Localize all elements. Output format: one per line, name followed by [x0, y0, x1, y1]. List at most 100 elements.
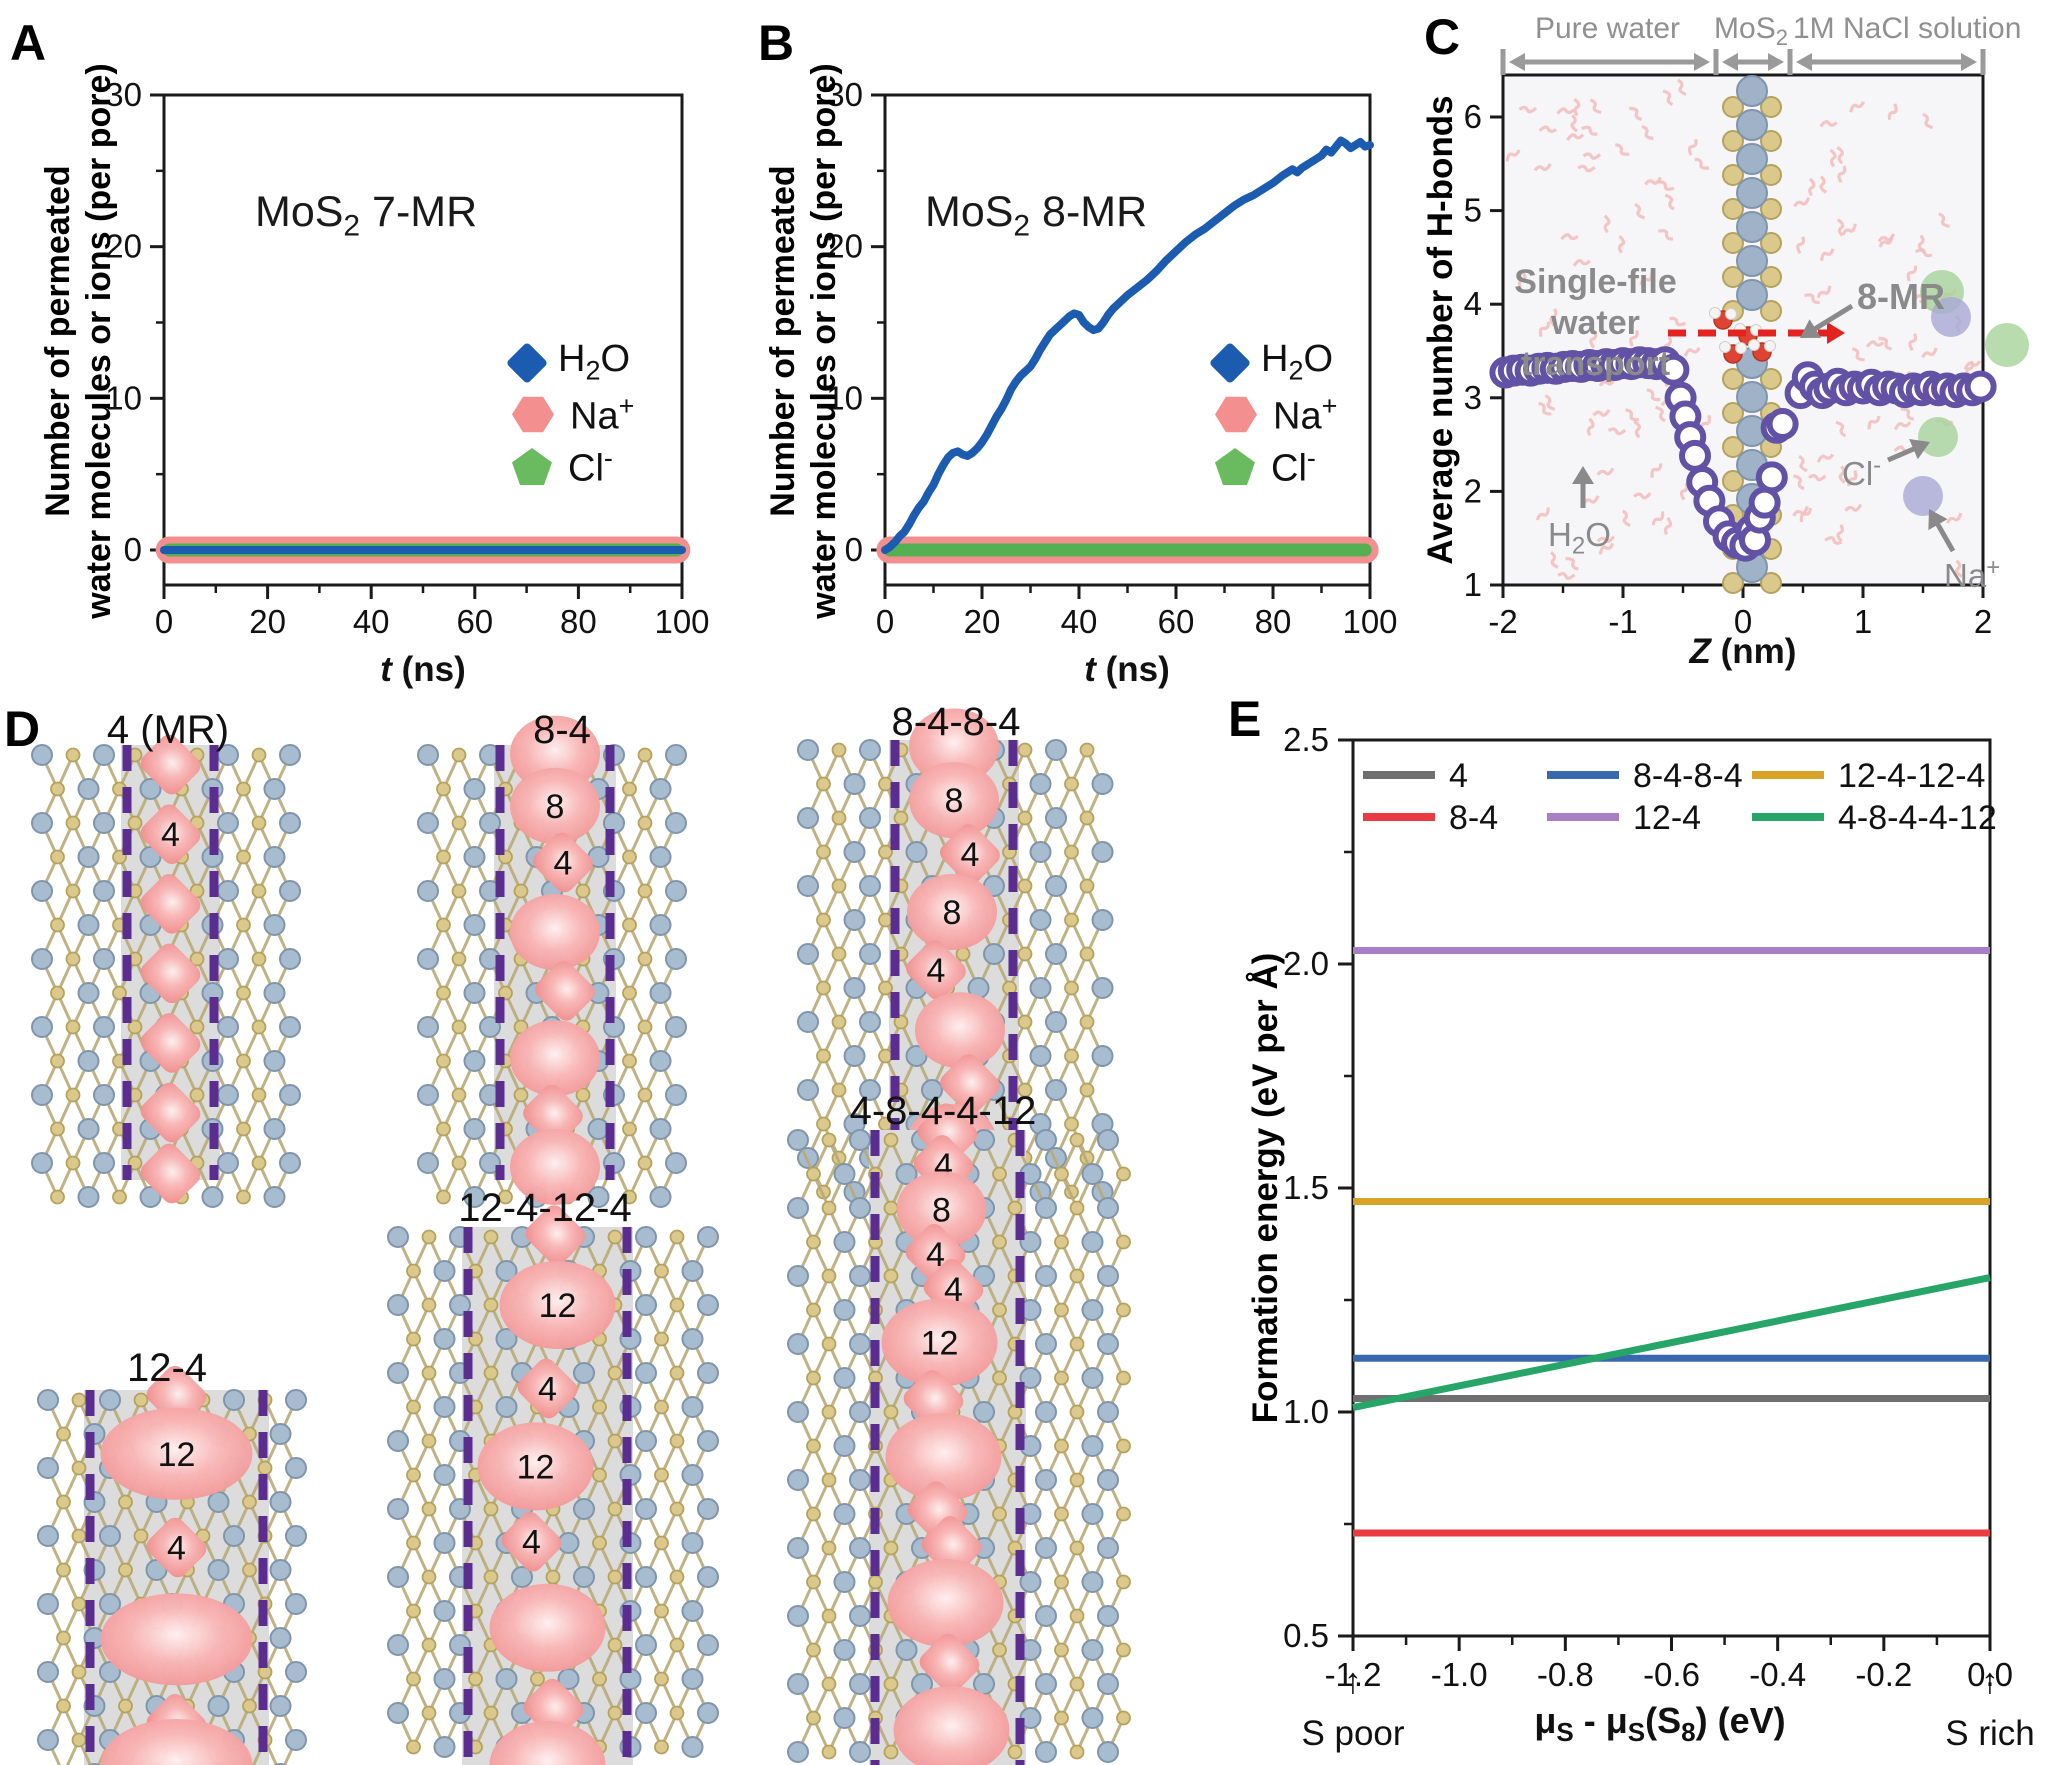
solution-ions — [1903, 270, 2029, 516]
svg-text:60: 60 — [456, 603, 493, 640]
panel-a-legend: H2O Na+ Cl- — [505, 338, 635, 489]
legend-entry-h2o: H2O — [505, 338, 634, 386]
legend-cl-label: Cl- — [1271, 442, 1316, 490]
svg-text:5: 5 — [1464, 192, 1482, 229]
svg-text:100: 100 — [1342, 603, 1397, 640]
svg-text:-1.0: -1.0 — [1431, 1656, 1488, 1693]
svg-text:-0.4: -0.4 — [1749, 1656, 1806, 1693]
svg-text:0.5: 0.5 — [1283, 1617, 1329, 1654]
svg-text:2: 2 — [1464, 472, 1482, 509]
panel-b-plot: 0 10 20 30 0 20 40 60 80 100 — [826, 76, 1397, 640]
svg-text:2.5: 2.5 — [1283, 721, 1329, 758]
svg-text:8-4-8-4: 8-4-8-4 — [1633, 757, 1743, 795]
svg-text:8: 8 — [546, 788, 565, 826]
svg-text:4: 4 — [926, 1236, 945, 1274]
svg-text:12: 12 — [539, 1287, 577, 1325]
panel-b-title: MoS2 8-MR — [925, 188, 1148, 243]
panel-c-label: C — [1424, 9, 1461, 65]
svg-text:4: 4 — [927, 952, 946, 990]
panel-e-plot: 0.5 1.0 1.5 2.0 2.5 -1.2 -1.0 -0.8 -0.6 -0.4 -0.2 0… — [1283, 721, 2013, 1693]
svg-text:0.0: 0.0 — [1967, 1656, 2013, 1693]
structure-title-12-4-12-4: 12-4-12-4 — [458, 1186, 632, 1230]
legend-entry-h2o: H2O — [1208, 338, 1337, 386]
svg-text:4: 4 — [522, 1524, 541, 1562]
structure-title-4mr: 4 (MR) — [106, 708, 230, 752]
svg-text:3: 3 — [1464, 379, 1482, 416]
cl-pentagon-icon — [512, 448, 552, 485]
panel-c-xlabel: Z (nm) — [1689, 632, 1797, 671]
svg-text:30: 30 — [826, 76, 863, 113]
structure-title-8-4: 8-4 — [533, 708, 591, 752]
structure-title-12-4: 12-4 — [126, 1346, 208, 1390]
svg-text:-0.6: -0.6 — [1643, 1656, 1700, 1693]
svg-text:-1: -1 — [1608, 603, 1637, 640]
svg-text:4-8-4-4-12: 4-8-4-4-12 — [1838, 799, 1997, 837]
legend-na-label: Na+ — [570, 390, 635, 438]
svg-text:8: 8 — [932, 1191, 951, 1229]
svg-text:12: 12 — [158, 1436, 196, 1474]
svg-text:-0.2: -0.2 — [1855, 1656, 1912, 1693]
svg-text:12: 12 — [921, 1325, 959, 1363]
svg-text:-1.2: -1.2 — [1325, 1656, 1382, 1693]
panel-c-ylabel: Average number of H-bonds — [1421, 95, 1460, 565]
legend-entry-na: Na+ — [1215, 391, 1337, 437]
panel-a-xlabel: t (ns) — [380, 650, 466, 689]
svg-text:-2: -2 — [1488, 603, 1517, 640]
svg-text:40: 40 — [353, 603, 390, 640]
legend-entry-cl: Cl- — [512, 443, 634, 489]
na-hexagon-icon — [1215, 396, 1257, 433]
structure-12-4-12-4: 12 4 12 4 — [387, 1205, 719, 1765]
svg-text:1.0: 1.0 — [1283, 1393, 1329, 1430]
panel-b-xlabel: t (ns) — [1084, 650, 1170, 689]
h2o-annotation: H2O — [1548, 516, 1611, 560]
na-hexagon-icon — [512, 396, 554, 433]
svg-text:6: 6 — [1464, 98, 1482, 135]
svg-text:8: 8 — [945, 782, 964, 820]
svg-text:20: 20 — [249, 603, 286, 640]
panel-e-ylabel: Formation energy (eV per Å) — [1246, 952, 1285, 1424]
svg-text:20: 20 — [826, 228, 863, 265]
svg-text:4: 4 — [961, 836, 980, 874]
single-file-annotation: Single-file water transport — [1514, 263, 1677, 383]
svg-text:-0.8: -0.8 — [1537, 1656, 1594, 1693]
region-label-nacl: 1M NaCl solution — [1793, 12, 2022, 45]
svg-text:10: 10 — [826, 379, 863, 416]
svg-text:80: 80 — [1255, 603, 1292, 640]
svg-text:1: 1 — [1464, 566, 1482, 603]
svg-text:8: 8 — [943, 894, 962, 932]
h2o-diamond-icon — [505, 341, 549, 384]
panel-e-xlabel: μS - μS(S8) (eV) — [1534, 1700, 1786, 1748]
structure-title-4-8-4-4-12: 4-8-4-4-12 — [849, 1089, 1037, 1133]
s-rich-label: S rich — [1945, 1714, 2035, 1753]
legend-cl-label: Cl- — [568, 442, 613, 490]
svg-text:0: 0 — [876, 603, 894, 640]
svg-text:12: 12 — [517, 1448, 555, 1486]
panel-e-legend: 4 8-4 8-4-8-4 12-4 12-4-12-4 4-8-4-4-12 — [1363, 757, 1997, 837]
legend-h2o-label: H2O — [1261, 338, 1334, 386]
svg-text:30: 30 — [105, 76, 142, 113]
cl-pentagon-icon — [1215, 448, 1255, 485]
structure-12-4: 12 4 — [37, 1365, 307, 1765]
svg-text:4: 4 — [1464, 285, 1482, 322]
mr8-annotation: 8-MR — [1857, 276, 1945, 317]
svg-text:2: 2 — [1974, 603, 1992, 640]
svg-text:4: 4 — [554, 844, 573, 882]
svg-text:4: 4 — [1449, 757, 1468, 795]
annotation-arrows — [1572, 303, 1956, 553]
svg-text:1: 1 — [1854, 603, 1872, 640]
panel-b-ylabel: Number of permeated water molecules or i… — [764, 63, 843, 619]
panel-a-title: MoS2 7-MR — [255, 188, 478, 243]
s-poor-label: S poor — [1301, 1714, 1405, 1753]
panel-d-label: D — [4, 701, 41, 757]
svg-text:2.0: 2.0 — [1283, 945, 1329, 982]
s-rich-arrow-icon: ↑ — [1981, 1660, 1999, 1701]
svg-text:4: 4 — [944, 1271, 963, 1309]
panel-b-label: B — [758, 15, 795, 71]
svg-text:1.5: 1.5 — [1283, 1169, 1329, 1206]
legend-h2o-label: H2O — [558, 338, 631, 386]
structure-4-mr-: 4 — [31, 734, 301, 1208]
panel-a-ylabel: Number of permeated water molecules or i… — [39, 63, 118, 619]
